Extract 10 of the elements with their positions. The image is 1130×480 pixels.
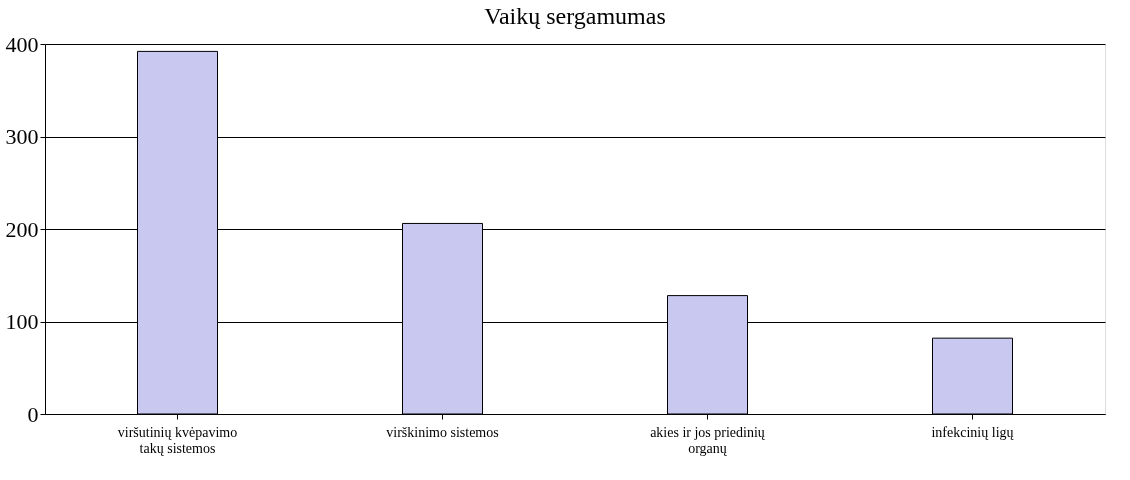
y-tick-label: 0: [27, 401, 39, 427]
x-tick-label: infekcinių ligų: [931, 424, 1014, 440]
x-tick-label: viršutinių kvėpavimo takų sistemos: [117, 424, 238, 456]
y-tick-label: 300: [5, 124, 39, 149]
y-tick-label: 400: [5, 31, 39, 57]
y-tick-label: 100: [5, 309, 39, 334]
x-tick-label: virškinimo sistemos: [386, 424, 499, 440]
x-tick-label: akies ir jos priedinių organų: [650, 424, 765, 456]
chart-title: Vaikų sergamumas: [484, 3, 666, 29]
y-tick-label: 200: [5, 216, 39, 242]
